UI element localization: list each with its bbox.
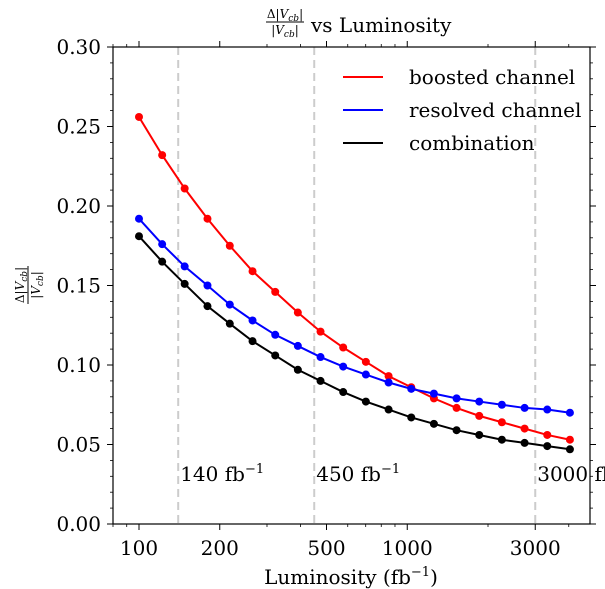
x-tick-label: 200 — [201, 536, 239, 560]
series-line — [139, 117, 570, 440]
y-tick-label: 0.20 — [56, 194, 101, 218]
data-point — [317, 377, 325, 385]
fraction-denominator: |Vcb| — [271, 23, 299, 40]
data-point — [249, 267, 257, 275]
data-point — [158, 258, 166, 266]
x-axis-title: Luminosity (fb−1) — [264, 565, 438, 589]
data-point — [249, 337, 257, 345]
data-point — [317, 328, 325, 336]
fraction-denominator: |Vcb| — [29, 271, 46, 299]
fraction-numerator: Δ|Vcb| — [267, 7, 303, 24]
data-point — [226, 242, 234, 250]
data-point — [407, 385, 415, 393]
data-point — [385, 406, 393, 414]
data-point — [158, 240, 166, 248]
legend: boosted channel resolved channel combinati… — [343, 65, 581, 155]
reference-line-label: 450 fb−1 — [316, 462, 400, 486]
data-point — [475, 431, 483, 439]
series-line — [139, 219, 570, 413]
data-point — [203, 215, 211, 223]
data-point — [339, 344, 347, 352]
data-point — [543, 442, 551, 450]
data-point — [317, 353, 325, 361]
data-point — [271, 331, 279, 339]
data-point — [339, 363, 347, 371]
fraction-numerator: Δ|Vcb| — [13, 267, 30, 303]
y-tick-label: 0.05 — [56, 433, 101, 457]
data-point — [135, 215, 143, 223]
series-resolved-channel — [135, 215, 574, 417]
y-tick-label: 0.15 — [56, 274, 101, 298]
data-point — [385, 378, 393, 386]
data-point — [158, 151, 166, 159]
data-point — [566, 436, 574, 444]
y-tick-label: 0.00 — [56, 512, 101, 536]
data-point — [521, 425, 529, 433]
data-point — [249, 316, 257, 324]
x-tick-label: 3000 — [510, 536, 561, 560]
data-point — [181, 280, 189, 288]
series-line — [139, 236, 570, 449]
y-tick-label: 0.30 — [56, 35, 101, 59]
data-point — [226, 320, 234, 328]
data-point — [566, 445, 574, 453]
data-point — [203, 302, 211, 310]
series-layer — [135, 113, 574, 453]
data-point — [407, 413, 415, 421]
data-point — [543, 406, 551, 414]
x-axis-title-text: Luminosity (fb−1) — [264, 565, 438, 589]
data-point — [294, 342, 302, 350]
data-point — [453, 426, 461, 434]
data-point — [453, 404, 461, 412]
data-point — [181, 185, 189, 193]
data-point — [271, 288, 279, 296]
data-point — [475, 398, 483, 406]
fraction: Δ|Vcb||Vcb| — [13, 266, 46, 304]
data-point — [181, 262, 189, 270]
chart-title: Δ|Vcb||Vcb| vs Luminosity — [266, 7, 452, 40]
data-point — [362, 371, 370, 379]
series-combination — [135, 232, 574, 453]
data-point — [498, 401, 506, 409]
data-point — [475, 412, 483, 420]
data-point — [271, 351, 279, 359]
data-point — [339, 388, 347, 396]
x-tick-label: 100 — [120, 536, 158, 560]
data-point — [453, 394, 461, 402]
x-tick-label: 1000 — [382, 536, 433, 560]
y-tick-label: 0.10 — [56, 353, 101, 377]
data-point — [135, 232, 143, 240]
legend-label: boosted channel — [409, 65, 575, 89]
data-point — [203, 282, 211, 290]
reference-line-label: 140 fb−1 — [180, 462, 264, 486]
x-tick-label: 500 — [307, 536, 345, 560]
data-point — [498, 436, 506, 444]
series-boosted-channel — [135, 113, 574, 444]
data-point — [498, 418, 506, 426]
chart-title-text: vs Luminosity — [310, 13, 452, 37]
data-point — [135, 113, 143, 121]
data-point — [430, 420, 438, 428]
data-point — [294, 309, 302, 317]
data-point — [362, 358, 370, 366]
legend-label: combination — [409, 131, 535, 155]
y-axis-title: Δ|Vcb||Vcb| — [13, 266, 46, 304]
legend-label: resolved channel — [409, 98, 581, 122]
y-tick-label: 0.25 — [56, 115, 101, 139]
data-point — [362, 398, 370, 406]
data-point — [521, 404, 529, 412]
data-point — [294, 366, 302, 374]
fraction: Δ|Vcb||Vcb| — [266, 7, 304, 40]
data-point — [543, 431, 551, 439]
data-point — [226, 301, 234, 309]
data-point — [521, 439, 529, 447]
reference-line-label: 3000 fb−1 — [537, 462, 605, 486]
data-point — [566, 409, 574, 417]
data-point — [430, 390, 438, 398]
